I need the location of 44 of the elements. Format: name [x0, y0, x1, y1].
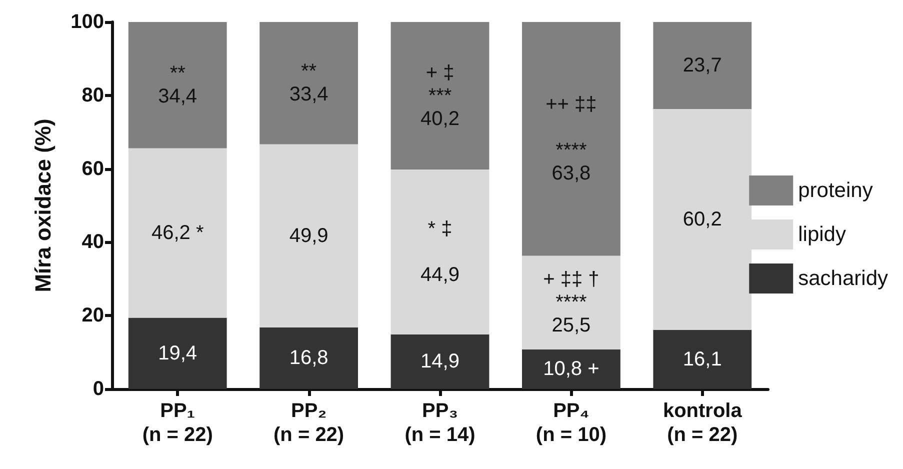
bar	[390, 334, 490, 389]
x-tick-label: PP₃ (n = 14)	[404, 400, 476, 446]
legend-label: sacharidy	[798, 267, 888, 290]
bar	[653, 330, 752, 389]
bar	[128, 22, 227, 148]
data-label: 46,2 *	[151, 222, 204, 244]
data-label: 60,2	[682, 208, 722, 230]
x-tick-label: PP₄ (n = 10)	[536, 400, 606, 446]
legend-label: proteiny	[798, 179, 874, 202]
bar	[260, 22, 358, 144]
x-tick-label: PP₁ (n = 22)	[142, 400, 213, 446]
bar	[653, 22, 752, 109]
y-tick-label: 60	[82, 158, 104, 180]
data-label: 10,8 +	[543, 358, 600, 380]
data-label: ++ ‡‡ **** 63,8	[546, 93, 597, 184]
bar	[260, 144, 358, 328]
data-label: ** 34,4	[158, 62, 198, 108]
bar	[522, 349, 620, 389]
bar	[128, 148, 227, 318]
y-tick-label: 0	[92, 378, 104, 400]
y-tick-label: 20	[82, 304, 104, 327]
data-label: 16,1	[682, 348, 722, 370]
data-label: 49,9	[289, 224, 328, 247]
y-tick-label: 100	[70, 11, 104, 33]
y-tick-label: 80	[82, 84, 104, 106]
y-axis-title: Míra oxidace (%)	[30, 118, 56, 292]
bar	[390, 22, 490, 170]
x-tick-label: kontrola (n = 22)	[662, 400, 743, 446]
data-label: 23,7	[682, 54, 722, 76]
bar	[128, 318, 227, 389]
legend-label: lipidy	[798, 223, 846, 246]
data-label: + ‡‡ † **** 25,5	[543, 268, 600, 337]
data-label: ** 33,4	[289, 60, 328, 106]
data-label: + ‡ *** 40,2	[420, 62, 460, 130]
y-tick-label: 40	[82, 231, 104, 254]
bar	[522, 22, 620, 256]
text: * ‡ 44,9	[420, 218, 460, 286]
data-label: 16,8	[289, 347, 328, 370]
data-label: 14,9	[420, 350, 460, 373]
data-label: 19,4	[158, 342, 198, 364]
bar	[522, 256, 620, 350]
bar	[260, 327, 358, 389]
x-tick-label: PP₂ (n = 22)	[274, 400, 344, 446]
bar	[390, 170, 490, 334]
